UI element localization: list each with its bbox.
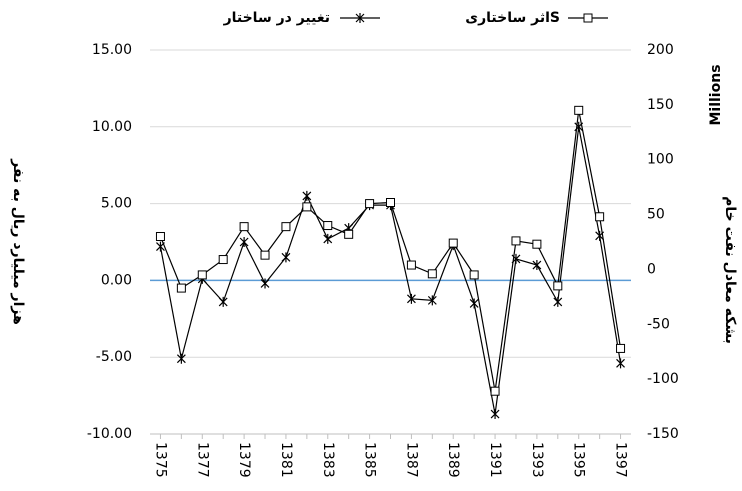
marker xyxy=(155,232,165,242)
marker xyxy=(323,233,333,244)
marker xyxy=(595,212,605,222)
marker xyxy=(344,229,354,239)
marker xyxy=(365,199,375,209)
series-line xyxy=(159,110,622,392)
marker xyxy=(302,190,312,201)
marker xyxy=(532,239,542,249)
marker xyxy=(553,296,563,307)
x-tick-label: 1383 xyxy=(320,442,336,478)
y2-tick-label: 50 xyxy=(647,207,665,223)
y-tick-label: 5.00 xyxy=(101,196,132,212)
marker xyxy=(469,298,479,309)
marker xyxy=(302,202,312,212)
x-tick-label: 1393 xyxy=(529,442,545,478)
marker xyxy=(448,238,458,248)
y-tick-label: 15.00 xyxy=(92,42,132,58)
x-tick-label: 1381 xyxy=(278,442,294,478)
marker xyxy=(574,105,584,115)
marker xyxy=(281,222,291,232)
y-tick-label: 0.00 xyxy=(101,272,132,288)
x-tick-label: 1385 xyxy=(362,442,378,478)
legend-label: تغییر در ساختار xyxy=(223,10,330,26)
x-tick-label: 1389 xyxy=(445,442,461,478)
marker xyxy=(427,295,437,306)
marker xyxy=(386,198,395,208)
legend-marker xyxy=(355,13,365,23)
marker xyxy=(197,270,207,280)
x-tick-label: 1391 xyxy=(487,442,503,478)
x-tick-label: 1387 xyxy=(403,442,419,478)
legend-label: اثر ساختاریS xyxy=(465,10,560,26)
y2-tick-label: -150 xyxy=(647,426,679,442)
y-tick-label: -5.00 xyxy=(96,349,132,365)
x-tick-label: 1379 xyxy=(236,442,252,478)
y-tick-label: 10.00 xyxy=(92,119,132,135)
y-axis-title: هزار میلیارد ریال به نفر xyxy=(10,158,26,325)
legend-marker xyxy=(583,13,593,23)
marker xyxy=(553,281,563,291)
x-tick-label: 1375 xyxy=(152,442,168,478)
y2-tick-label: -50 xyxy=(647,316,670,332)
series-line xyxy=(159,126,622,415)
y2-unit: Millions xyxy=(708,64,724,125)
marker xyxy=(406,260,416,270)
marker xyxy=(239,222,249,232)
y-tick-label: -10.00 xyxy=(87,426,132,442)
marker xyxy=(260,250,270,260)
marker xyxy=(490,409,500,420)
x-tick-label: 1395 xyxy=(571,442,587,478)
marker xyxy=(260,278,270,289)
x-tick-label: 1377 xyxy=(194,442,210,478)
marker xyxy=(176,353,186,364)
marker xyxy=(323,221,333,231)
marker xyxy=(469,270,479,280)
marker xyxy=(218,296,228,307)
x-tick-label: 1397 xyxy=(613,442,629,478)
marker xyxy=(511,236,521,246)
y2-axis-title: بشکه معادل نفت خام xyxy=(722,196,738,344)
marker xyxy=(427,269,437,279)
y2-tick-label: 150 xyxy=(647,97,674,113)
marker xyxy=(176,283,186,293)
y2-tick-label: -100 xyxy=(647,371,679,387)
marker xyxy=(616,343,626,353)
y2-tick-label: 200 xyxy=(647,42,674,58)
marker xyxy=(239,237,249,247)
marker xyxy=(218,255,228,265)
marker xyxy=(281,252,291,263)
y2-tick-label: 0 xyxy=(647,261,656,277)
marker xyxy=(532,260,542,271)
marker xyxy=(616,358,625,369)
marker xyxy=(490,386,500,396)
marker xyxy=(406,293,416,304)
y2-tick-label: 100 xyxy=(647,152,674,168)
